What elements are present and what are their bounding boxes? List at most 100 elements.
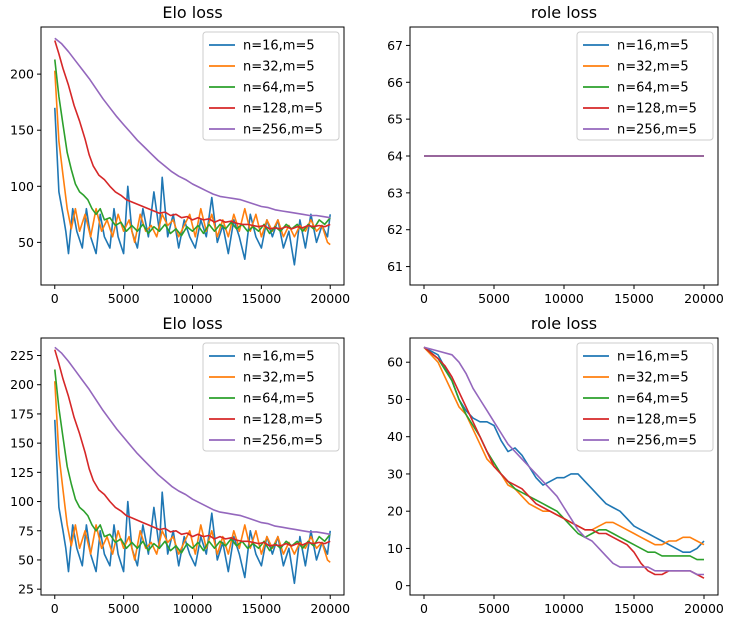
legend-label: n=128,m=5 xyxy=(617,102,697,117)
x-tick-label: 15000 xyxy=(614,291,654,306)
legend-label: n=128,m=5 xyxy=(243,413,323,428)
y-tick-label: 200 xyxy=(10,377,34,392)
y-tick-label: 63 xyxy=(387,185,403,200)
x-tick-label: 0 xyxy=(51,291,59,306)
legend-label: n=64,m=5 xyxy=(243,81,315,96)
y-tick-label: 20 xyxy=(387,504,403,519)
series-line-5 xyxy=(423,346,704,576)
x-tick-label: 20000 xyxy=(684,601,724,616)
x-tick-label: 15000 xyxy=(614,601,654,616)
x-tick-label: 5000 xyxy=(478,601,510,616)
legend-box xyxy=(576,31,714,141)
legend-label: n=256,m=5 xyxy=(617,434,697,449)
series-line-4 xyxy=(54,40,331,230)
chart-title: Elo loss xyxy=(162,314,222,333)
chart-panel: role loss 0 5000 10000 15000 20000 0 10 20 30 40 50… xyxy=(387,314,724,616)
y-tick-label: 175 xyxy=(10,406,34,421)
y-tick-label: 150 xyxy=(10,123,34,138)
x-tick-label: 0 xyxy=(420,601,428,616)
x-tick-label: 0 xyxy=(420,291,428,306)
y-tick-label: 50 xyxy=(18,235,34,250)
y-tick-label: 30 xyxy=(387,466,403,481)
series-line-4 xyxy=(423,346,705,579)
legend-label: n=64,m=5 xyxy=(243,392,315,407)
chart-title: role loss xyxy=(531,3,597,22)
legend-label: n=256,m=5 xyxy=(617,123,697,138)
legend-label: n=256,m=5 xyxy=(243,123,323,138)
series-line-5 xyxy=(54,346,331,536)
x-tick-label: 10000 xyxy=(544,601,584,616)
legend-label: n=16,m=5 xyxy=(243,39,315,54)
legend-label: n=16,m=5 xyxy=(617,350,689,365)
legend-label: n=16,m=5 xyxy=(243,350,315,365)
y-tick-label: 50 xyxy=(387,392,403,407)
x-tick-label: 5000 xyxy=(108,601,140,616)
x-tick-label: 10000 xyxy=(544,291,584,306)
x-tick-label: 20000 xyxy=(684,291,724,306)
legend: n=16,m=5 n=32,m=5 n=64,m=5 n=128,m=5 n=256,m… xyxy=(576,31,714,141)
y-tick-label: 25 xyxy=(18,582,34,597)
legend-label: n=256,m=5 xyxy=(243,434,323,449)
y-tick-label: 60 xyxy=(387,355,403,370)
y-tick-label: 125 xyxy=(10,465,34,480)
y-tick-label: 225 xyxy=(10,348,34,363)
y-tick-label: 100 xyxy=(10,179,34,194)
series-group xyxy=(54,37,331,266)
series-line-3 xyxy=(54,369,331,554)
series-line-3 xyxy=(54,59,331,237)
series-line-2 xyxy=(54,70,331,246)
series-group xyxy=(54,346,331,585)
y-tick-label: 61 xyxy=(387,259,403,274)
legend-label: n=32,m=5 xyxy=(617,60,689,75)
legend-label: n=32,m=5 xyxy=(243,371,315,386)
legend-label: n=16,m=5 xyxy=(617,39,689,54)
chart-title: role loss xyxy=(531,314,597,333)
legend-label: n=64,m=5 xyxy=(617,81,689,96)
series-line-1 xyxy=(54,419,331,585)
chart-panel: Elo loss 0 5000 10000 15000 20000 50 100 150 200 n… xyxy=(10,3,350,306)
series-line-1 xyxy=(423,346,705,553)
legend-label: n=128,m=5 xyxy=(243,102,323,117)
series-line-4 xyxy=(54,349,331,547)
y-tick-label: 0 xyxy=(395,578,403,593)
y-tick-label: 50 xyxy=(18,552,34,567)
x-tick-label: 15000 xyxy=(241,601,281,616)
x-tick-label: 15000 xyxy=(241,291,281,306)
series-group xyxy=(423,346,705,579)
y-tick-label: 10 xyxy=(387,541,403,556)
legend-label: n=32,m=5 xyxy=(243,60,315,75)
legend: n=16,m=5 n=32,m=5 n=64,m=5 n=128,m=5 n=256,m… xyxy=(202,342,340,452)
y-tick-label: 62 xyxy=(387,222,403,237)
y-tick-label: 200 xyxy=(10,67,34,82)
legend-label: n=32,m=5 xyxy=(617,371,689,386)
x-tick-label: 20000 xyxy=(310,291,350,306)
legend: n=16,m=5 n=32,m=5 n=64,m=5 n=128,m=5 n=256,m… xyxy=(202,31,340,141)
y-tick-label: 100 xyxy=(10,494,34,509)
legend-label: n=64,m=5 xyxy=(617,392,689,407)
y-tick-label: 75 xyxy=(18,523,34,538)
series-line-2 xyxy=(54,381,331,563)
legend-box xyxy=(202,31,340,141)
chart-panel: Elo loss 0 5000 10000 15000 20000 25 50 75 100 125… xyxy=(10,314,350,616)
legend: n=16,m=5 n=32,m=5 n=64,m=5 n=128,m=5 n=256,m… xyxy=(576,342,714,452)
x-tick-label: 5000 xyxy=(478,291,510,306)
legend-box xyxy=(576,342,714,452)
y-tick-label: 66 xyxy=(387,75,403,90)
legend-label: n=128,m=5 xyxy=(617,413,697,428)
legend-box xyxy=(202,342,340,452)
x-tick-label: 10000 xyxy=(173,291,213,306)
x-tick-label: 5000 xyxy=(108,291,140,306)
y-tick-label: 150 xyxy=(10,436,34,451)
y-tick-label: 40 xyxy=(387,429,403,444)
x-tick-label: 10000 xyxy=(173,601,213,616)
y-tick-label: 67 xyxy=(387,38,403,53)
chart-title: Elo loss xyxy=(162,3,222,22)
series-line-1 xyxy=(54,107,331,266)
x-tick-label: 20000 xyxy=(310,601,350,616)
series-line-5 xyxy=(54,37,331,219)
x-tick-label: 0 xyxy=(51,601,59,616)
chart-panel: role loss 0 5000 10000 15000 20000 61 62 63 64 65 6… xyxy=(387,3,724,306)
y-tick-label: 65 xyxy=(387,112,403,127)
y-tick-label: 64 xyxy=(387,149,403,164)
